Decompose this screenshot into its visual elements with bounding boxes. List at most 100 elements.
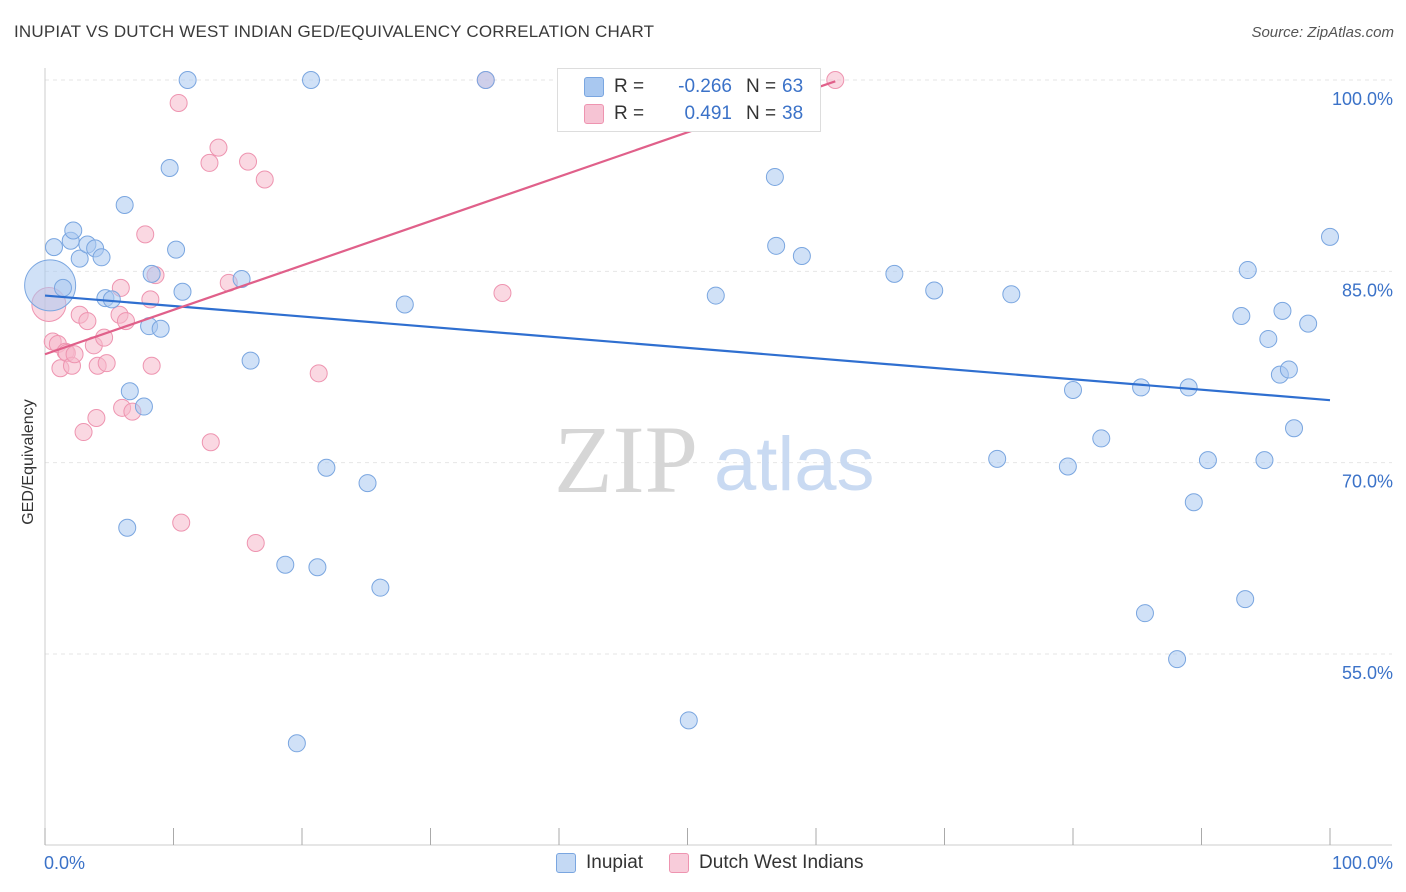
inupiat-swatch (584, 77, 604, 97)
inupiat-point (1259, 329, 1278, 348)
x-tick-label-left: 0.0% (44, 853, 85, 873)
inupiat-point (1236, 590, 1255, 609)
dutch-point (65, 345, 84, 364)
inupiat-point (1184, 493, 1203, 512)
inupiat-point (1064, 380, 1082, 399)
inupiat-point (53, 278, 72, 297)
inupiat-point (167, 240, 186, 259)
axes (44, 68, 1392, 846)
inupiat-point (151, 319, 170, 338)
inupiat-point (173, 282, 192, 301)
inupiat-point (241, 351, 260, 370)
dutch-swatch (669, 853, 690, 873)
legend-item-dutch[interactable]: Dutch West Indians (669, 852, 863, 874)
inupiat-point (92, 248, 111, 267)
legend-row-inupiat: R = -0.266 N = 63 (584, 74, 803, 100)
dutch-point (255, 170, 274, 189)
inupiat-point (287, 734, 306, 753)
inupiat-point (706, 286, 725, 305)
dutch-point (136, 225, 155, 244)
inupiat-point (276, 555, 295, 574)
n-label: N = (746, 103, 777, 124)
inupiat-point (1255, 451, 1274, 470)
inupiat-point (160, 159, 179, 178)
inupiat-point (476, 71, 495, 89)
legend-item-inupiat[interactable]: Inupiat (556, 852, 643, 874)
inupiat-point (1232, 306, 1251, 325)
dutch-point (209, 138, 228, 157)
chart-title: INUPIAT VS DUTCH WEST INDIAN GED/EQUIVAL… (14, 22, 655, 41)
inupiat-point (118, 518, 137, 537)
series-legend: Inupiat Dutch West Indians (556, 852, 889, 874)
dutch-point (201, 433, 220, 452)
inupiat-point (358, 474, 377, 493)
r-value: 0.491 (684, 103, 732, 124)
dutch-point (172, 513, 191, 532)
source-label: Source: ZipAtlas.com (1251, 24, 1394, 41)
inupiat-trend-line (44, 294, 1331, 402)
inupiat-point (142, 264, 161, 283)
inupiat-point (1279, 360, 1298, 379)
r-value: -0.266 (678, 76, 732, 97)
inupiat-point (70, 249, 89, 268)
n-value: 38 (782, 103, 804, 124)
legend-label-inupiat: Inupiat (586, 852, 644, 873)
legend-row-dutch: R = 0.491 N = 38 (584, 101, 803, 127)
inupiat-point (1238, 261, 1257, 280)
inupiat-point (120, 382, 139, 401)
correlation-legend: R = -0.266 N = 63 R = 0.491 N = 38 (557, 68, 821, 132)
dutch-point (493, 284, 512, 303)
dutch-point (87, 409, 106, 428)
dutch-point (142, 356, 161, 375)
dutch-point (169, 93, 188, 112)
inupiat-point (371, 578, 390, 597)
inupiat-point (1168, 650, 1187, 669)
r-label: R = (614, 76, 645, 97)
y-tick-label: 55.0% (1342, 663, 1393, 683)
n-label: N = (746, 76, 777, 97)
inupiat-point (134, 397, 153, 416)
inupiat-point (1273, 301, 1292, 320)
inupiat-point (1285, 419, 1304, 438)
inupiat-point (44, 238, 63, 257)
y-tick-label: 70.0% (1342, 472, 1393, 492)
gridlines (45, 79, 1392, 655)
inupiat-point (1058, 457, 1077, 476)
y-tick-label: 85.0% (1342, 280, 1393, 300)
inupiat-point (64, 221, 83, 240)
inupiat-point (317, 458, 336, 477)
r-label: R = (614, 103, 645, 124)
inupiat-point (1132, 378, 1151, 397)
watermark-zip: ZIP (554, 406, 698, 513)
dutch-point (239, 152, 258, 171)
legend-label-dutch: Dutch West Indians (699, 852, 864, 873)
dutch-point (78, 312, 97, 331)
inupiat-point (102, 290, 121, 309)
inupiat-point (308, 558, 327, 577)
inupiat-point (792, 247, 811, 266)
tick-labels: 55.0% 70.0% 85.0% 100.0% 0.0% 100.0% (44, 89, 1393, 873)
inupiat-point (1299, 314, 1318, 333)
inupiat-point (988, 449, 1007, 468)
inupiat-point (1135, 604, 1154, 623)
inupiat-point (1198, 451, 1217, 470)
dutch-point (97, 354, 116, 373)
dutch-point (74, 423, 93, 442)
series-inupiat (24, 71, 1339, 753)
inupiat-point (301, 71, 320, 89)
inupiat-point (925, 281, 944, 300)
dutch-swatch (584, 104, 604, 124)
n-value: 63 (782, 76, 804, 97)
dutch-point (826, 71, 845, 89)
y-tick-label: 100.0% (1332, 89, 1393, 109)
watermark-atlas: atlas (714, 422, 875, 507)
inupiat-point (1321, 227, 1339, 246)
x-tick-label-right: 100.0% (1332, 853, 1393, 873)
inupiat-point (885, 264, 904, 283)
inupiat-point (1092, 429, 1111, 448)
inupiat-swatch (556, 853, 576, 873)
dutch-point (309, 364, 328, 383)
inupiat-point (178, 71, 197, 89)
y-axis-label: GED/Equivalency (20, 399, 37, 524)
